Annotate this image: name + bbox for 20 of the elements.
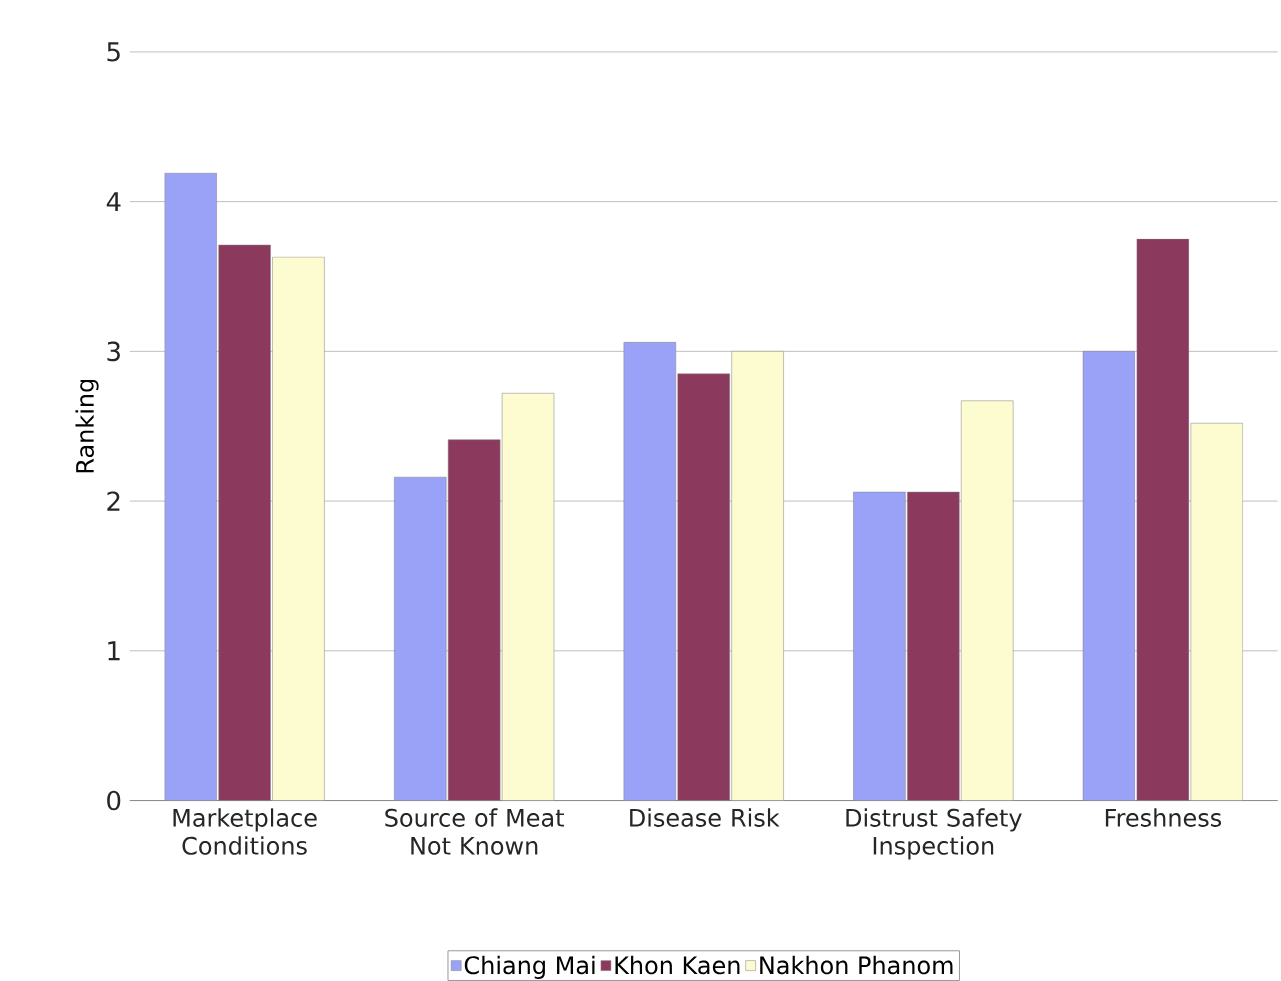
legend-label: Nakhon Phanom — [760, 955, 953, 975]
y-tick-label: 5 — [107, 42, 120, 62]
y-tick-label: 4 — [106, 192, 121, 212]
bar — [907, 491, 960, 801]
x-tick-label: Marketplace Conditions — [173, 808, 317, 855]
y-tick-label: 2 — [107, 491, 120, 511]
bar — [1136, 238, 1190, 801]
x-tick-label: Source of Meat Not Known — [385, 808, 564, 855]
y-tick-label: 1 — [108, 641, 120, 661]
y-axis-title: Ranking — [75, 379, 99, 473]
bar — [218, 244, 271, 801]
y-tick-label: 0 — [107, 790, 121, 811]
legend-label: Khon Kaen — [615, 955, 740, 975]
bar — [677, 373, 730, 801]
bar — [447, 439, 501, 801]
x-tick-label: Freshness — [1105, 808, 1222, 827]
x-tick-label: Distrust Safety Inspection — [846, 808, 1022, 860]
y-tick-label: 3 — [107, 341, 120, 362]
x-tick-label: Disease Risk — [630, 808, 780, 827]
legend-label: Chiang Mai — [464, 955, 595, 979]
